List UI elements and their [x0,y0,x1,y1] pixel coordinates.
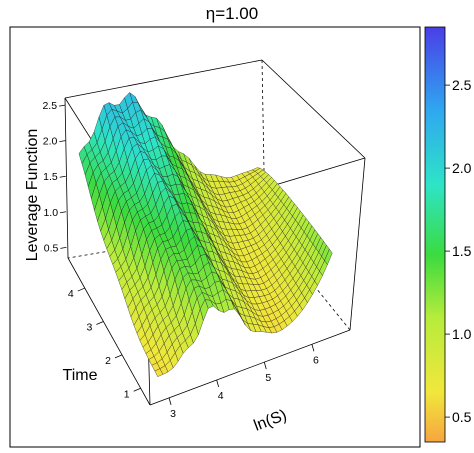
y-tick-mark [77,287,85,292]
colorbar-ticks: 0.5 1.0 1.5 2.0 2.5 [445,77,472,425]
x-axis: 3 4 5 6 [168,344,319,420]
z-tick-label: 1.0 [43,207,58,219]
z-tick-mark [59,140,66,143]
y-tick-mark [96,321,104,325]
colorbar-tick-label: 2.5 [452,77,472,93]
box-edge [149,329,351,406]
x-axis-label: ln(S) [252,407,290,435]
x-tick-mark [168,397,172,405]
z-tick-label: 1.5 [43,171,58,183]
box-edge [64,97,69,259]
z-tick-label: 0.5 [44,242,59,254]
box-edge [67,257,151,406]
x-tick-mark [311,344,315,352]
y-axis-label: Time [63,367,98,384]
chart-title: η=1.00 [206,4,258,23]
z-tick-label: 2.0 [43,136,58,148]
box-edge [261,59,366,159]
y-tick-label: 4 [68,288,74,300]
y-tick-label: 3 [86,321,92,333]
x-tick-label: 5 [265,372,271,384]
z-axis: 0.5 1.0 1.5 2.0 2.5 [42,100,67,254]
z-tick-mark [60,211,67,214]
box-edge [349,157,366,331]
z-tick-mark [59,175,66,178]
x-tick-label: 6 [313,354,319,366]
x-tick-mark [216,379,220,388]
y-tick-mark [114,354,123,359]
surface-facet [154,368,164,377]
y-axis: 1 2 3 4 [68,287,141,400]
plot-frame [9,26,421,448]
y-tick-mark [133,387,141,392]
z-tick-mark [59,104,66,107]
colorbar [424,26,446,443]
colorbar-tick-label: 1.5 [452,243,472,259]
colorbar-tick-label: 2.0 [452,160,472,176]
x-tick-mark [263,362,267,370]
z-tick-mark [60,246,67,249]
y-tick-label: 2 [105,355,111,367]
x-tick-label: 3 [170,408,176,420]
z-tick-label: 2.5 [42,100,57,112]
colorbar-tick-label: 1.0 [452,326,472,342]
leverage-surface [78,92,333,377]
y-tick-label: 1 [124,388,130,400]
box-edge [64,59,263,99]
x-tick-label: 4 [218,390,224,402]
z-axis-label: Leverage Function [24,129,41,262]
colorbar-tick-label: 0.5 [452,409,472,425]
